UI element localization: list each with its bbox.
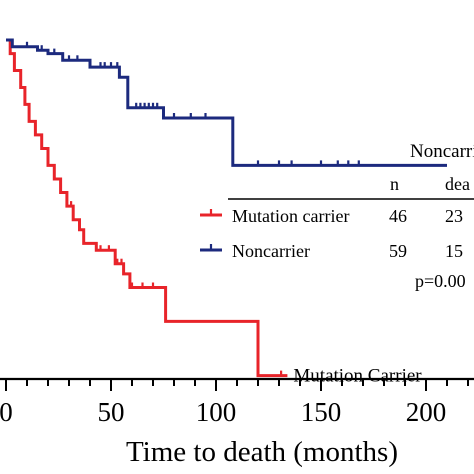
- legend-row-label: Noncarrier: [232, 241, 310, 261]
- legend-row-n: 46: [389, 206, 407, 226]
- legend-row-n: 59: [389, 241, 407, 261]
- noncarrier-curve: [6, 38, 447, 167]
- x-tick-label: 0: [0, 397, 13, 427]
- legend-header-deaths: dea: [445, 174, 470, 194]
- legend-row-deaths: 15: [445, 241, 463, 261]
- p-value: p=0.00: [415, 271, 466, 291]
- legend-row-deaths: 23: [445, 206, 463, 226]
- x-axis: 0 50 100 150 200: [0, 377, 474, 427]
- x-tick-label: 150: [301, 397, 342, 427]
- x-tick-label: 100: [196, 397, 237, 427]
- mutation-carrier-curve: [6, 38, 288, 378]
- noncarrier-curve-label: Noncarrier: [410, 141, 474, 162]
- legend-table: n dea Mutation carrier 46 23 Noncarrier 59 15 p=…: [200, 174, 474, 291]
- survival-curves: Mutation Carrier Noncarrier: [6, 38, 474, 387]
- x-tick-label: 50: [98, 397, 125, 427]
- legend-row-label: Mutation carrier: [232, 206, 349, 226]
- mutation-carrier-curve-label: Mutation Carrier: [293, 366, 422, 387]
- x-tick-label: 200: [406, 397, 447, 427]
- legend-header-n: n: [390, 174, 399, 194]
- x-axis-title: Time to death (months): [126, 436, 398, 468]
